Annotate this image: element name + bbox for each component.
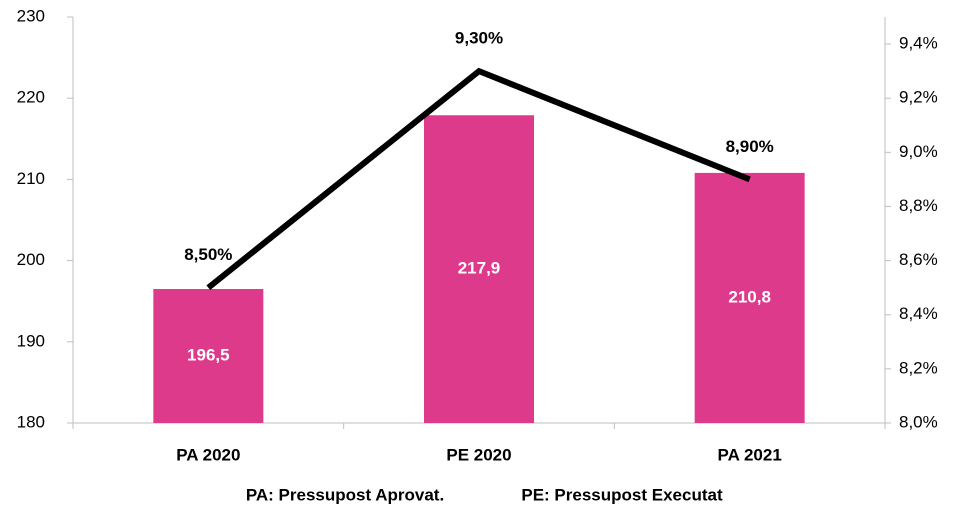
bar-label: 217,9 — [458, 259, 501, 278]
line — [206, 67, 751, 291]
note: PA: Pressupost Aprovat. — [246, 485, 444, 504]
line-label: 8,50% — [184, 245, 232, 264]
y2-tick-label: 9,0% — [899, 142, 938, 161]
y-tick-label: 180 — [17, 412, 45, 431]
y2-tick-label: 8,6% — [899, 250, 938, 269]
bar-label: 210,8 — [728, 287, 771, 306]
y2-tick-label: 9,2% — [899, 88, 938, 107]
x-tick-label: PA 2020 — [176, 445, 240, 464]
bar-label: 196,5 — [187, 345, 230, 364]
x-tick-label: PA 2021 — [718, 445, 782, 464]
y2-tick-label: 8,2% — [899, 358, 938, 377]
y-tick-label: 200 — [17, 250, 45, 269]
y-tick-label: 230 — [17, 6, 45, 25]
y-tick-label: 210 — [17, 169, 45, 188]
y2-tick-label: 8,4% — [899, 304, 938, 323]
bar — [694, 172, 805, 423]
note: PE: Pressupost Executat — [521, 485, 723, 504]
y-tick-label: 190 — [17, 331, 45, 350]
line-label: 8,90% — [726, 137, 774, 156]
bar — [424, 115, 534, 423]
x-tick-label: PE 2020 — [446, 445, 511, 464]
bar — [153, 289, 264, 423]
y2-tick-label: 9,4% — [899, 34, 938, 53]
line-label: 9,30% — [455, 29, 503, 48]
y2-tick-label: 8,8% — [899, 196, 938, 215]
y2-tick-label: 8,0% — [899, 412, 938, 431]
y-tick-label: 220 — [17, 88, 45, 107]
